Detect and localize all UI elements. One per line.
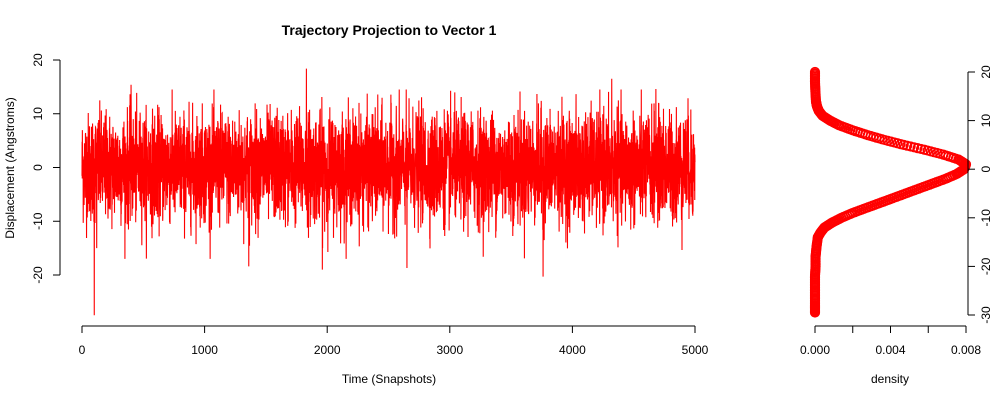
density-x-tick-label: 0.008 [951, 343, 981, 357]
x-tick-label: 2000 [314, 343, 341, 357]
y-tick-label: -10 [31, 212, 45, 230]
density-x-tick-label: 0.000 [800, 343, 830, 357]
x-tick-label: 3000 [436, 343, 463, 357]
density-x-tick-label: 0.004 [875, 343, 905, 357]
density-point [809, 66, 821, 78]
density-y-tick-label: 20 [979, 65, 993, 79]
density-y-tick-label: 10 [979, 114, 993, 128]
x-axis: 0 1000 2000 3000 4000 5000 [79, 325, 709, 357]
x-tick-label: 5000 [682, 343, 709, 357]
trajectory-series [81, 68, 696, 316]
y-tick-label: 20 [31, 53, 45, 67]
density-y-tick-label: -30 [979, 306, 993, 324]
density-y-tick-label: 0 [979, 166, 993, 173]
y-tick-label: 0 [31, 164, 45, 171]
density-chart: 0.000 0.004 0.008 -30 -20 -10 0 10 20 density [800, 65, 993, 386]
x-tick-label: 4000 [559, 343, 586, 357]
x-axis-label: Time (Snapshots) [342, 372, 436, 386]
chart-title: Trajectory Projection to Vector 1 [282, 22, 497, 38]
y-tick-label: -20 [31, 266, 45, 284]
density-y-axis: -30 -20 -10 0 10 20 [967, 65, 993, 324]
trajectory-chart: Trajectory Projection to Vector 1 0 1000 2… [3, 22, 709, 386]
y-axis-label: Displacement (Angstroms) [3, 97, 17, 238]
density-y-tick-label: -10 [979, 209, 993, 227]
density-x-axis: 0.000 0.004 0.008 [800, 325, 981, 357]
density-x-axis-label: density [871, 372, 909, 386]
y-tick-label: 10 [31, 107, 45, 121]
y-axis: -20 -10 0 10 20 [31, 53, 61, 284]
density-series [809, 66, 972, 318]
density-y-tick-label: -20 [979, 257, 993, 275]
x-tick-label: 0 [79, 343, 86, 357]
x-tick-label: 1000 [191, 343, 218, 357]
trajectory-line [81, 68, 696, 316]
